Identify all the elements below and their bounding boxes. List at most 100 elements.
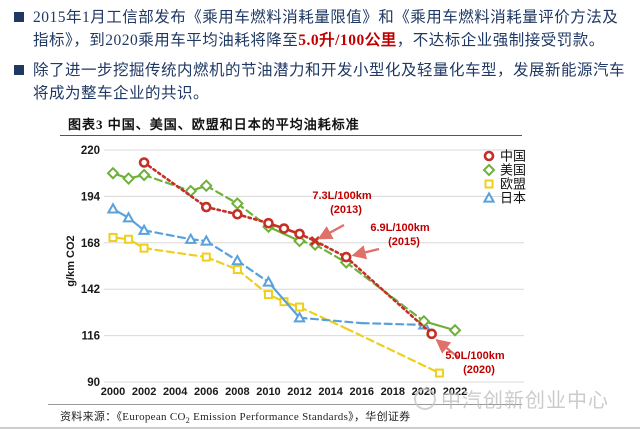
source-text-post: Emission Performance Standards》，华创证券 xyxy=(190,411,411,423)
marker-diamond xyxy=(106,166,120,180)
x-tick-label: 2010 xyxy=(256,386,280,398)
marker-circle xyxy=(340,251,352,263)
legend-label-欧盟: 欧盟 xyxy=(500,177,526,192)
marker-triangle xyxy=(199,234,213,246)
annotation-text: (2013) xyxy=(330,204,362,216)
bullet-text-1: 2015年1月工信部发布《乘用车燃料消耗量限值》和《乘用车燃料消耗量评价方法及指… xyxy=(33,6,630,52)
page-bottom-edge xyxy=(0,427,640,429)
source-subscript: 2 xyxy=(185,416,191,426)
marker-triangle xyxy=(122,211,135,223)
marker-circle xyxy=(263,217,274,229)
series-line-中国 xyxy=(236,212,270,225)
marker-triangle xyxy=(482,191,496,203)
marker-square xyxy=(279,297,289,307)
marker-triangle xyxy=(231,254,244,266)
series-line-欧盟 xyxy=(345,327,441,375)
marker-triangle xyxy=(106,202,120,214)
marker-square xyxy=(108,232,118,242)
marker-circle xyxy=(278,223,290,234)
annotation-arrow xyxy=(317,223,345,240)
marker-triangle xyxy=(184,232,198,244)
y-tick-label: 90 xyxy=(87,377,100,389)
bullet-1-highlight: 5.0升/100公里 xyxy=(298,32,397,49)
annotation-text: (2020) xyxy=(463,364,495,376)
x-tick-label: 2018 xyxy=(381,386,405,398)
y-tick-label: 168 xyxy=(81,238,101,250)
figure-title: 图表3 中国、美国、欧盟和日本的平均油耗标准 xyxy=(68,117,360,132)
series-line-美国 xyxy=(313,243,348,264)
y-axis-title: g/km CO2 xyxy=(65,235,77,286)
series-line-美国 xyxy=(422,320,457,332)
series-line-日本 xyxy=(142,229,192,241)
marker-diamond xyxy=(137,168,151,182)
marker-square xyxy=(295,302,305,312)
y-tick-label: 220 xyxy=(81,145,100,157)
marker-circle xyxy=(232,208,243,220)
source-rule xyxy=(48,404,522,405)
bullet-list: 2015年1月工信部发布《乘用车燃料消耗量限值》和《乘用车燃料消耗量评价方法及指… xyxy=(14,6,630,112)
x-tick-label: 2004 xyxy=(163,386,188,398)
series-line-欧盟 xyxy=(236,268,270,296)
marker-diamond xyxy=(122,172,135,185)
marker-square xyxy=(124,234,134,244)
marker-circle xyxy=(294,228,305,240)
x-tick-label: 2012 xyxy=(287,386,311,398)
annotation-text: 7.3L/100km xyxy=(312,190,372,202)
series-line-中国 xyxy=(313,239,348,259)
bullet-text-2: 除了进一步挖掘传统内燃机的节油潜力和开发小型化及轻量化车型，发展新能源汽车将成为… xyxy=(33,62,626,102)
annotation-text: 6.9L/100km xyxy=(370,222,430,234)
x-tick-label: 2016 xyxy=(349,386,373,398)
series-line-美国 xyxy=(267,225,301,243)
y-tick-label: 194 xyxy=(81,191,101,203)
marker-square xyxy=(232,265,242,275)
y-tick-label: 116 xyxy=(81,331,100,343)
marker-square xyxy=(201,252,211,262)
bullet-1-post: ，不达标企业强制接受罚款。 xyxy=(396,32,605,49)
x-tick-label: 2002 xyxy=(132,386,156,398)
series-line-中国 xyxy=(142,161,208,209)
bullet-square-icon xyxy=(14,12,24,22)
marker-triangle xyxy=(137,223,151,235)
series-line-美国 xyxy=(205,184,239,205)
x-tick-label: 2008 xyxy=(225,386,249,398)
marker-square xyxy=(139,243,149,253)
series-line-欧盟 xyxy=(142,247,208,259)
source-text-pre: 《European CO xyxy=(116,411,186,423)
annotation-arrow xyxy=(351,245,380,260)
marker-circle xyxy=(483,150,495,162)
series-line-日本 xyxy=(298,316,363,325)
marker-diamond xyxy=(230,197,244,210)
x-tick-label: 2006 xyxy=(194,386,218,398)
marker-circle xyxy=(200,201,212,213)
figure-title-rule xyxy=(60,135,522,136)
legend-label-日本: 日本 xyxy=(500,191,526,206)
series-line-欧盟 xyxy=(298,305,348,330)
series-line-中国 xyxy=(204,205,239,216)
legend-label-中国: 中国 xyxy=(500,149,526,164)
series-line-日本 xyxy=(267,280,301,319)
series-line-美国 xyxy=(236,202,270,228)
marker-circle xyxy=(138,157,150,168)
marker-square xyxy=(434,368,444,378)
y-tick-label: 142 xyxy=(81,284,100,296)
bullet-1-pre: 2015年1月工信部发布《乘用车燃料消耗量限值》和《乘用车燃料消耗量评价方法及指… xyxy=(33,9,619,49)
marker-square xyxy=(484,179,494,189)
x-tick-label: 2020 xyxy=(412,386,436,398)
series-line-美国 xyxy=(142,173,192,193)
marker-diamond xyxy=(199,179,213,193)
marker-square xyxy=(263,290,273,300)
x-tick-label: 2022 xyxy=(443,386,467,398)
legend-label-美国: 美国 xyxy=(500,163,526,178)
series-line-欧盟 xyxy=(205,255,239,271)
marker-diamond xyxy=(482,163,496,177)
marker-triangle xyxy=(262,275,275,287)
bullet-item-1: 2015年1月工信部发布《乘用车燃料消耗量限值》和《乘用车燃料消耗量评价方法及指… xyxy=(14,6,630,52)
series-line-中国 xyxy=(344,255,433,336)
bullet-item-2: 除了进一步挖掘传统内燃机的节油潜力和开发小型化及轻量化车型，发展新能源汽车将成为… xyxy=(14,59,630,105)
marker-circle xyxy=(426,328,437,340)
annotation-text: (2015) xyxy=(388,236,420,248)
source-label: 资料来源： xyxy=(60,411,117,423)
bullet-square-icon xyxy=(14,65,24,75)
